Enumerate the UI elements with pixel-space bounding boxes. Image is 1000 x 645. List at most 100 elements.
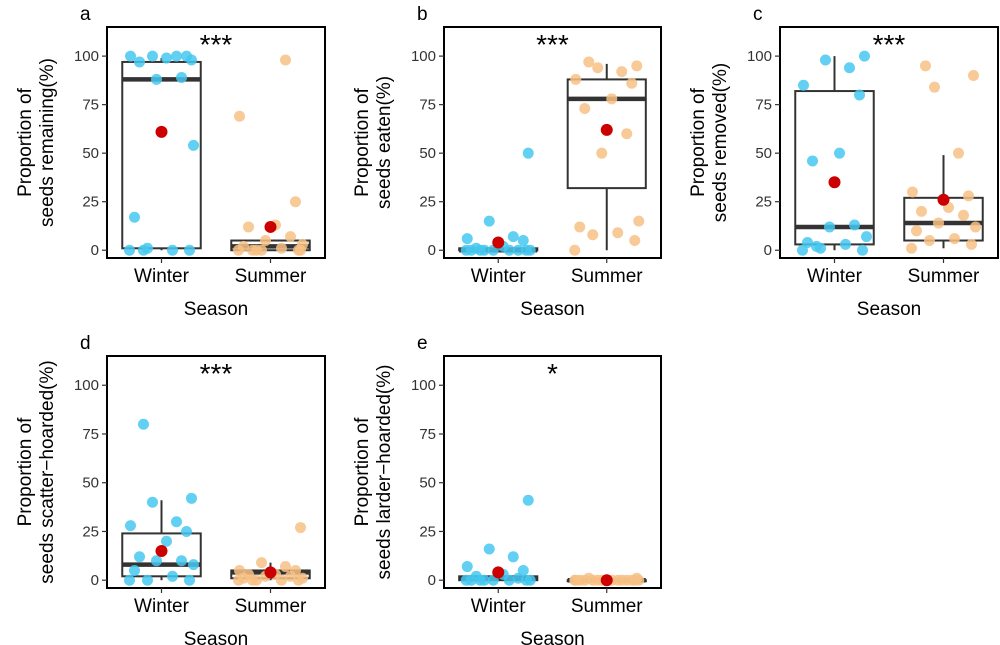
data-point	[238, 240, 249, 252]
panel-b: b 0 25 50 75 100 Proportion of seeds eaten(%) **…	[352, 4, 662, 320]
panel-d: d 0 25 50 75 100 Proportion of seeds scatter−ho…	[15, 333, 326, 645]
data-point	[167, 244, 178, 256]
box-iqr	[121, 60, 202, 250]
y-axis-title-line-2: seeds larder−hoarded(%)	[374, 365, 395, 580]
y-tick-label: 50	[419, 145, 436, 162]
data-point	[798, 79, 809, 91]
data-point	[176, 71, 187, 83]
data-point	[522, 147, 534, 159]
significance-label: ***	[873, 29, 906, 60]
y-tick-label: 100	[74, 377, 99, 394]
group-winter	[794, 50, 875, 256]
data-point	[587, 229, 599, 241]
data-point	[820, 54, 831, 66]
x-tick-label: Winter	[134, 596, 190, 617]
data-point	[276, 242, 287, 254]
data-point	[517, 235, 529, 247]
y-axis-title: Proportion of seeds scatter−hoarded(%)	[15, 360, 58, 583]
data-point	[256, 557, 267, 569]
mean-point	[155, 125, 168, 138]
data-point	[583, 572, 595, 584]
data-point	[295, 244, 306, 256]
data-point	[574, 221, 586, 233]
data-point	[171, 516, 182, 528]
group-summer	[566, 572, 647, 587]
data-point	[247, 574, 258, 586]
data-point	[861, 231, 872, 243]
data-point	[929, 81, 940, 93]
data-point	[844, 62, 855, 74]
panel-letter: c	[753, 4, 763, 25]
y-tick-label: 25	[419, 194, 436, 211]
data-point	[280, 54, 291, 66]
data-point	[474, 574, 486, 586]
mean-point	[937, 193, 950, 206]
y-axis-title-line-1: Proportion of	[15, 87, 36, 197]
data-point	[570, 73, 582, 85]
y-axis-title: Proportion of seeds eaten(%)	[352, 76, 395, 209]
x-axis-title: Season	[857, 299, 921, 320]
panel-letter: b	[417, 4, 428, 25]
data-point	[621, 128, 633, 140]
data-point	[461, 233, 473, 245]
significance-label: *	[547, 358, 558, 389]
data-point	[517, 564, 529, 576]
y-axis-title-line-2: seeds eaten(%)	[374, 76, 395, 209]
data-point	[966, 238, 977, 250]
data-point	[522, 494, 534, 506]
data-point	[483, 215, 495, 227]
y-axis-title-line-1: Proportion of	[15, 417, 36, 527]
data-point	[134, 551, 145, 563]
y-axis-title-line-1: Proportion of	[352, 417, 373, 527]
y-tick-label: 100	[747, 48, 772, 65]
data-point	[147, 496, 158, 508]
data-point	[243, 221, 254, 233]
data-point	[916, 205, 927, 217]
y-tick-label: 0	[91, 572, 99, 589]
plot-frame	[106, 355, 326, 589]
data-point	[290, 196, 301, 208]
y-tick-label: 25	[82, 194, 99, 211]
data-point	[616, 574, 628, 586]
x-tick-label: Summer	[235, 596, 307, 617]
data-point	[186, 492, 197, 504]
y-axis-title-line-2: seeds remaining(%)	[37, 58, 58, 227]
y-axis-title: Proportion of seeds remaining(%)	[15, 58, 58, 227]
data-point	[142, 574, 153, 586]
y-tick-label: 25	[419, 523, 436, 540]
data-point	[512, 244, 524, 256]
y-tick-label: 25	[755, 194, 772, 211]
y-axis-title: Proportion of seeds removed(%)	[688, 63, 731, 222]
y-tick-label: 75	[419, 426, 436, 443]
data-point	[295, 522, 306, 534]
data-point	[124, 244, 135, 256]
y-tick-label: 50	[82, 475, 99, 492]
plot-frame	[779, 26, 999, 259]
y-tick-label: 0	[764, 242, 772, 259]
data-point	[147, 50, 158, 62]
mean-point	[492, 566, 505, 579]
data-point	[524, 244, 536, 256]
y-tick-label: 50	[419, 475, 436, 492]
data-point	[285, 231, 296, 243]
data-point	[184, 244, 195, 256]
y-axis-title-line-1: Proportion of	[352, 87, 373, 197]
data-point	[849, 219, 860, 231]
data-point	[616, 66, 628, 78]
data-point	[167, 570, 178, 582]
data-point	[596, 147, 608, 159]
data-point	[811, 240, 822, 252]
data-point	[129, 564, 140, 576]
data-point	[151, 73, 162, 85]
data-point	[524, 574, 536, 586]
significance-label: ***	[200, 358, 233, 389]
x-axis-title: Season	[184, 299, 248, 320]
data-point	[234, 110, 245, 122]
group-summer	[230, 522, 311, 586]
x-tick-label: Summer	[571, 596, 643, 617]
data-point	[280, 561, 291, 573]
data-point	[184, 574, 195, 586]
plot-frame	[106, 26, 326, 259]
box-iqr	[566, 78, 647, 190]
data-point	[963, 190, 974, 202]
